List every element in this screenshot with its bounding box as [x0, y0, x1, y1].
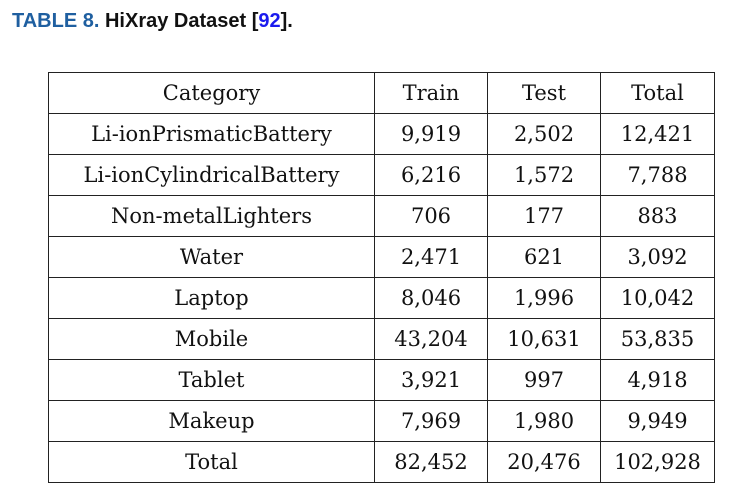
header-test: Test — [487, 72, 601, 114]
header-train: Train — [374, 72, 488, 114]
cell-category: Li-ionCylindricalBattery — [48, 154, 375, 196]
cell-category: Water — [48, 236, 375, 278]
cell-test: 177 — [487, 195, 601, 237]
cell-test: 20,476 — [487, 441, 601, 483]
cell-category: Tablet — [48, 359, 375, 401]
cell-test: 1,980 — [487, 400, 601, 442]
table-row: Makeup 7,969 1,980 9,949 — [48, 400, 715, 442]
table-caption: TABLE 8. HiXray Dataset [92]. — [12, 9, 293, 33]
table-row: Tablet 3,921 997 4,918 — [48, 359, 715, 401]
dataset-table: Category Train Test Total Li-ionPrismati… — [48, 72, 715, 483]
table-title-suffix: ]. — [280, 10, 293, 32]
cell-train: 706 — [374, 195, 488, 237]
table-number-label: TABLE 8. — [12, 10, 100, 32]
cell-test: 1,996 — [487, 277, 601, 319]
cell-total: 10,042 — [600, 277, 715, 319]
cell-test: 621 — [487, 236, 601, 278]
cell-category: Mobile — [48, 318, 375, 360]
cell-total: 102,928 — [600, 441, 715, 483]
cell-total: 4,918 — [600, 359, 715, 401]
table-row: Water 2,471 621 3,092 — [48, 236, 715, 278]
cell-train: 2,471 — [374, 236, 488, 278]
cell-category: Laptop — [48, 277, 375, 319]
cell-train: 9,919 — [374, 113, 488, 155]
table-row: Laptop 8,046 1,996 10,042 — [48, 277, 715, 319]
cell-test: 10,631 — [487, 318, 601, 360]
table-row-total: Total 82,452 20,476 102,928 — [48, 441, 715, 483]
table-row: Li-ionCylindricalBattery 6,216 1,572 7,7… — [48, 154, 715, 196]
cell-test: 997 — [487, 359, 601, 401]
header-total: Total — [600, 72, 715, 114]
header-category: Category — [48, 72, 375, 114]
table-header-row: Category Train Test Total — [48, 72, 715, 114]
cell-category: Li-ionPrismaticBattery — [48, 113, 375, 155]
cell-test: 1,572 — [487, 154, 601, 196]
cell-train: 82,452 — [374, 441, 488, 483]
cell-total: 883 — [600, 195, 715, 237]
table-row: Non-metalLighters 706 177 883 — [48, 195, 715, 237]
citation-link[interactable]: 92 — [258, 10, 281, 32]
cell-total: 7,788 — [600, 154, 715, 196]
cell-total: 12,421 — [600, 113, 715, 155]
cell-total: 53,835 — [600, 318, 715, 360]
cell-total: 3,092 — [600, 236, 715, 278]
cell-test: 2,502 — [487, 113, 601, 155]
table-row: Mobile 43,204 10,631 53,835 — [48, 318, 715, 360]
cell-train: 43,204 — [374, 318, 488, 360]
cell-category: Makeup — [48, 400, 375, 442]
cell-category: Non-metalLighters — [48, 195, 375, 237]
table-row: Li-ionPrismaticBattery 9,919 2,502 12,42… — [48, 113, 715, 155]
cell-category: Total — [48, 441, 375, 483]
table-title: HiXray Dataset [ — [104, 10, 259, 32]
cell-train: 3,921 — [374, 359, 488, 401]
cell-total: 9,949 — [600, 400, 715, 442]
cell-train: 7,969 — [374, 400, 488, 442]
cell-train: 8,046 — [374, 277, 488, 319]
cell-train: 6,216 — [374, 154, 488, 196]
